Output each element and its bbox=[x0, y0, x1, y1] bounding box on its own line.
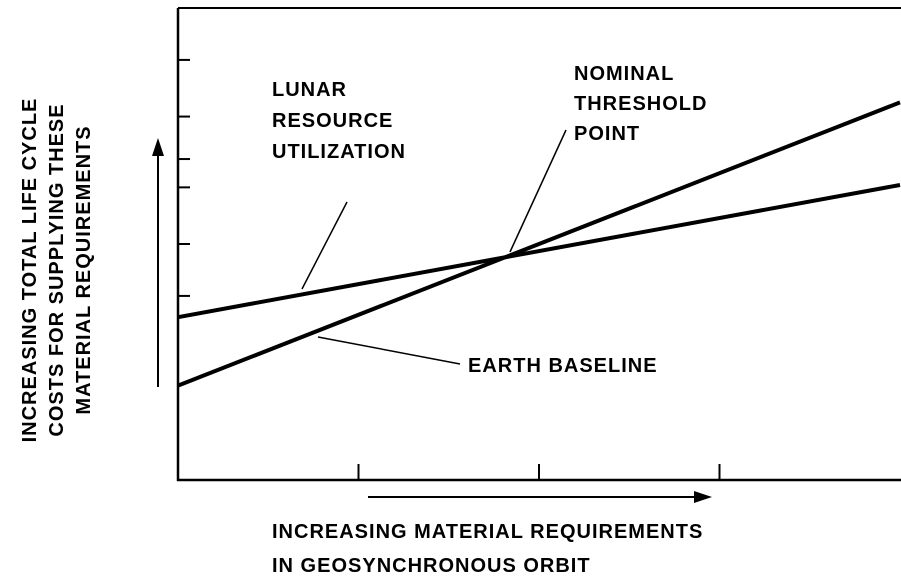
y-axis-label-line: INCREASING TOTAL LIFE CYCLE bbox=[19, 98, 41, 443]
series-label-line: RESOURCE bbox=[272, 110, 393, 132]
x-axis-label: INCREASING MATERIAL REQUIREMENTS bbox=[272, 521, 703, 543]
series-line bbox=[177, 183, 901, 320]
annotation: THRESHOLD bbox=[574, 93, 707, 115]
annotation: POINT bbox=[574, 123, 640, 145]
leader-line bbox=[317, 336, 461, 365]
series-label-line: UTILIZATION bbox=[272, 141, 406, 163]
series-label: EARTH BASELINE bbox=[468, 355, 658, 377]
leader-line bbox=[509, 129, 567, 253]
y-arrow bbox=[152, 138, 164, 387]
series-label: LUNAR RESOURCE UTILIZATION bbox=[272, 79, 406, 163]
series-label-line: LUNAR bbox=[272, 79, 347, 101]
x-arrow bbox=[368, 491, 712, 503]
leader-line bbox=[301, 201, 348, 290]
x-axis-label: IN GEOSYNCHRONOUS ORBIT bbox=[272, 555, 591, 577]
series-line bbox=[177, 100, 901, 388]
y-axis-label: INCREASING TOTAL LIFE CYCLE COSTS FOR SUP… bbox=[19, 98, 95, 443]
y-axis-label-line: MATERIAL REQUIREMENTS bbox=[73, 125, 95, 414]
annotation: NOMINAL bbox=[574, 63, 674, 85]
y-axis-label-line: COSTS FOR SUPPLYING THESE bbox=[46, 103, 68, 436]
